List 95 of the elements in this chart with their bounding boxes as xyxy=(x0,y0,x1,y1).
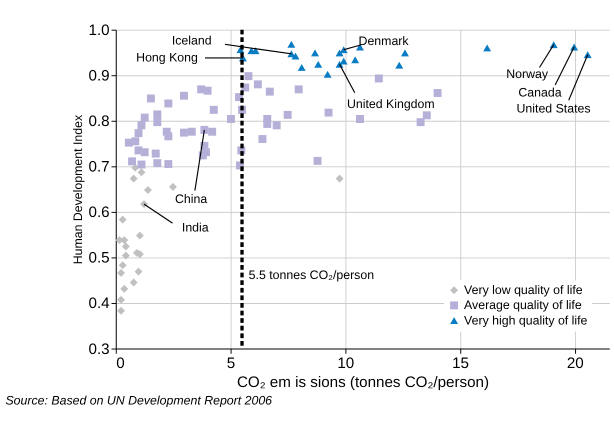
annotation: China xyxy=(174,192,208,206)
point xyxy=(164,132,172,140)
point xyxy=(153,159,162,168)
legend-label: Very low quality of life xyxy=(464,282,583,297)
point xyxy=(263,120,272,128)
point xyxy=(138,121,146,130)
point xyxy=(117,306,126,315)
point xyxy=(266,88,274,96)
point xyxy=(395,62,404,69)
point xyxy=(254,80,262,88)
point xyxy=(314,60,322,68)
point xyxy=(284,110,292,119)
point xyxy=(204,86,212,95)
point xyxy=(138,160,146,168)
point xyxy=(244,72,252,80)
point xyxy=(140,114,149,122)
point xyxy=(138,168,146,176)
source-note: Source: Based on UN Development Report 2006 xyxy=(5,394,272,408)
y-tick-label: 0.5 xyxy=(88,250,110,267)
point xyxy=(134,268,142,276)
point xyxy=(374,74,383,82)
x-tick-label: 5 xyxy=(226,355,236,372)
point xyxy=(258,135,266,143)
point xyxy=(356,115,364,123)
point xyxy=(140,148,149,156)
point xyxy=(324,70,332,78)
point xyxy=(324,108,333,117)
legend-label: Average quality of life xyxy=(464,298,582,312)
y-tick-label: 1.0 xyxy=(88,22,110,39)
point xyxy=(122,242,130,250)
annotation: United States xyxy=(516,102,591,116)
point xyxy=(298,64,306,71)
point xyxy=(483,44,492,52)
annotation: Norway xyxy=(506,66,549,81)
point xyxy=(180,128,188,137)
point xyxy=(136,232,144,240)
point xyxy=(120,284,128,293)
point xyxy=(130,278,138,286)
point xyxy=(131,137,140,146)
y-axis-title: Human Development Index xyxy=(70,114,85,264)
point xyxy=(416,118,425,126)
legend-label: Very high quality of life xyxy=(464,313,588,328)
point xyxy=(292,52,300,60)
point xyxy=(401,49,409,56)
point xyxy=(311,49,319,56)
annotation: Iceland xyxy=(172,33,212,48)
point xyxy=(294,85,303,94)
point xyxy=(118,216,127,224)
point xyxy=(434,89,442,97)
point xyxy=(340,58,348,65)
point xyxy=(252,47,260,54)
x-tick-label: 10 xyxy=(337,355,354,372)
point xyxy=(272,121,281,130)
point xyxy=(227,115,235,123)
point xyxy=(422,111,431,120)
point xyxy=(164,100,172,108)
y-tick-label: 0.8 xyxy=(88,113,110,130)
y-tick-label: 0.4 xyxy=(88,295,110,312)
ref-line-label: 5.5 tonnes CO₂/person xyxy=(248,268,374,282)
point xyxy=(168,182,177,191)
point xyxy=(208,128,216,136)
y-tick-label: 0.6 xyxy=(88,204,110,222)
annotation: India xyxy=(182,220,209,235)
point xyxy=(164,160,172,168)
annotation: Canada xyxy=(518,85,562,100)
annotation: United Kingdom xyxy=(346,96,435,111)
point xyxy=(336,174,344,183)
point xyxy=(351,56,360,64)
y-tick-label: 0.7 xyxy=(88,158,110,176)
point xyxy=(144,186,152,194)
annotation: Denmark xyxy=(358,34,410,48)
point xyxy=(336,49,344,56)
point xyxy=(287,40,296,48)
point xyxy=(130,174,138,183)
point xyxy=(153,118,162,126)
point xyxy=(180,92,188,100)
y-tick-label: 0.3 xyxy=(88,340,110,358)
x-axis-title: CO₂ em is sions (tonnes CO₂/person) xyxy=(236,374,490,391)
point xyxy=(128,157,136,166)
point xyxy=(117,268,126,277)
point xyxy=(314,156,322,165)
y-tick-label: 0.9 xyxy=(88,67,110,84)
point xyxy=(153,110,162,118)
point xyxy=(118,261,127,270)
point xyxy=(146,94,155,102)
x-tick-label: 20 xyxy=(566,355,584,372)
point xyxy=(122,252,130,260)
point xyxy=(152,150,160,158)
x-tick-label: 0 xyxy=(116,355,125,372)
x-tick-label: 15 xyxy=(452,355,469,372)
point xyxy=(134,129,142,138)
point xyxy=(117,296,126,304)
point xyxy=(140,200,148,208)
annotation: Hong Kong xyxy=(136,50,198,65)
point xyxy=(210,106,218,114)
